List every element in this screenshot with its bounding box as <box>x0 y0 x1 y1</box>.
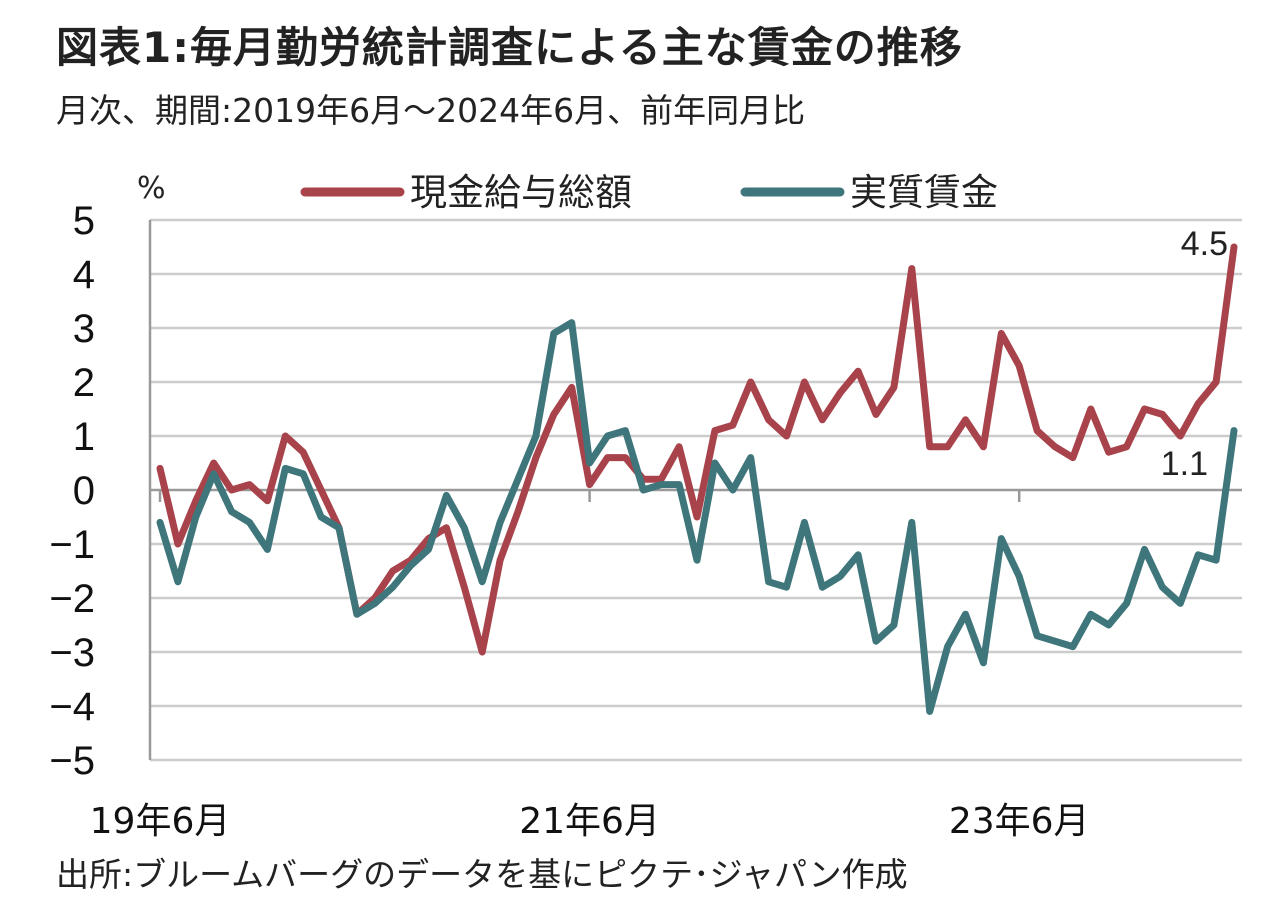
y-tick-label: 0 <box>73 469 95 513</box>
chart-subtitle: 月次、期間:2019年6月～2024年6月、前年同月比 <box>56 91 806 130</box>
y-unit-label: % <box>137 171 166 206</box>
series-line-nominal-wage <box>156 243 1238 656</box>
chart-title: 図表1:毎月勤労統計調査による主な賃金の推移 <box>56 23 963 72</box>
legend-label: 現金給与総額 <box>410 171 632 214</box>
labels: 5 4 3 2 1 0 −1 −2 −3 −4 −5% 19年6月 21年6月 23年6月 4.5 1.1 <box>49 171 1228 842</box>
gridlines <box>150 218 1242 762</box>
y-tick-label: 2 <box>73 361 95 405</box>
series-line-real-wage <box>156 319 1238 715</box>
end-value-label: 1.1 <box>1161 445 1208 483</box>
y-tick-label: −3 <box>49 631 95 675</box>
y-tick-label: 4 <box>73 253 95 297</box>
y-tick-label: 3 <box>73 307 95 351</box>
y-tick-label: −1 <box>49 523 95 567</box>
source-note: 出所:ブルームバーグのデータを基にピクテ･ジャパン作成 <box>56 855 908 894</box>
y-tick-label: −5 <box>49 739 95 783</box>
series-lines <box>156 243 1238 715</box>
x-tick-label: 23年6月 <box>949 801 1090 842</box>
axes <box>148 220 1242 760</box>
x-tick-label: 19年6月 <box>90 801 231 842</box>
end-value-label: 4.5 <box>1181 225 1228 263</box>
y-tick-label: −4 <box>49 685 95 729</box>
y-tick-label: 5 <box>73 199 95 243</box>
x-tick-label: 21年6月 <box>519 801 660 842</box>
y-tick-label: 1 <box>73 415 95 459</box>
legend-label: 実質賃金 <box>850 171 998 214</box>
legend: 現金給与総額 実質賃金 <box>300 171 998 214</box>
y-tick-label: −2 <box>49 577 95 621</box>
